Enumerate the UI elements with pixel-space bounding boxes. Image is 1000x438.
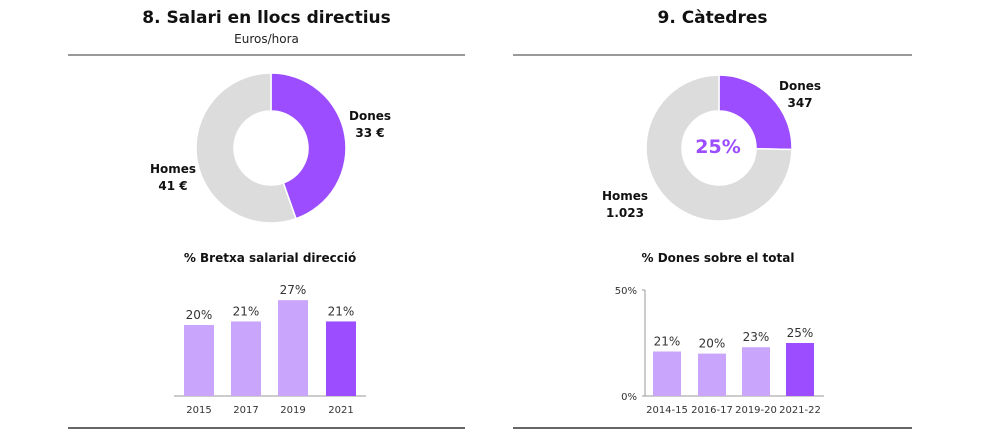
bretxa-bar-2021 [326,321,356,396]
dones-value-label: 21% [654,334,681,348]
donut8-men-label: Homes 41 € [149,162,197,193]
donut8-women-label: Dones 33 € [348,109,392,140]
dones-bar-2019-20 [742,347,770,396]
bretxa-value-label: 20% [186,308,213,322]
bretxa-bar-2017 [231,321,261,396]
chart8-title: 8. Salari en llocs directius [142,8,391,28]
bretxa-tick-label: 2017 [233,405,258,416]
donut9-slice-homes [645,74,793,222]
chart8-subtitle: Euros/hora [234,32,299,46]
dones-value-label: 20% [699,337,726,351]
dones-value-label: 25% [787,326,814,340]
donut9-men-label: Homes 1.023 [601,189,649,220]
chart-dones-title: % Dones sobre el total [641,251,795,265]
donut8-slice-homes [195,72,297,224]
bretxa-value-label: 21% [328,304,355,318]
bretxa-tick-label: 2019 [280,405,305,416]
donut9-slice-dones [718,74,793,151]
donut9-center-label: 25% [695,136,741,158]
dones-bar-2016-17 [698,353,726,396]
dones-tick-label: 2014-15 [646,405,688,416]
chart9-title: 9. Càtedres [657,8,768,28]
dones-tick-label: 2016-17 [691,405,733,416]
donut8-slice-dones [270,72,347,220]
dones-tick-label: 2021-22 [779,405,821,416]
dones-y-tick-label: 50% [615,286,637,297]
bretxa-tick-label: 2015 [186,405,211,416]
chart-bretxa-title: % Bretxa salarial direcció [183,251,357,265]
dones-bar-2014-15 [653,351,681,396]
bretxa-value-label: 27% [280,283,307,297]
donut9-women-label: Dones 347 [778,79,822,110]
dones-tick-label: 2019-20 [735,405,777,416]
bretxa-value-label: 21% [233,304,260,318]
bretxa-bar-2015 [184,325,214,396]
dones-y-tick-label: 0% [621,392,637,403]
bretxa-bar-2019 [278,300,308,396]
dones-bar-2021-22 [786,343,814,396]
dones-value-label: 23% [743,330,770,344]
bretxa-tick-label: 2021 [328,405,353,416]
